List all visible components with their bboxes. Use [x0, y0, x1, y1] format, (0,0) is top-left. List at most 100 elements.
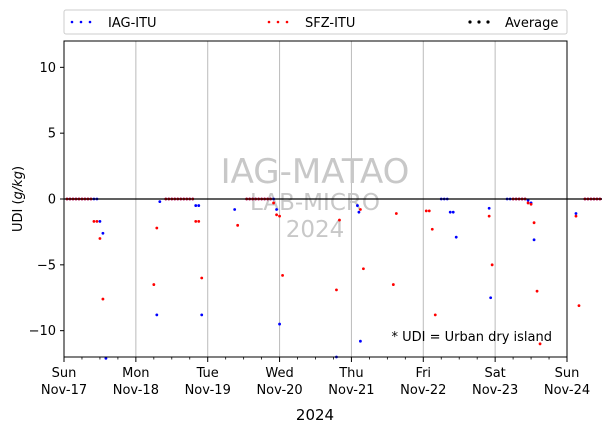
x-tick-label-nov-18: Nov-18	[113, 383, 159, 398]
point-sfz-itu	[155, 226, 159, 230]
point-sfz-itu	[197, 219, 201, 223]
legend-dot	[267, 20, 271, 24]
legend-dot	[276, 20, 280, 24]
y-axis-label-unit: g/kg	[11, 171, 26, 199]
y-tick-label-4: 10	[39, 61, 56, 76]
point-sfz-itu	[427, 209, 431, 213]
point-sfz-itu	[362, 267, 365, 271]
point-sfz-itu	[272, 201, 275, 205]
point-sfz-itu	[194, 219, 198, 223]
x-tick-day-nov-18: Mon	[122, 366, 149, 381]
x-axis: Sun Nov-17 Mon Nov-18 Tue Nov-19 Wed Nov-20 Thu N…	[41, 357, 590, 398]
legend-entry-sfz-itu: SFZ-ITU	[267, 16, 355, 31]
point-sfz-itu	[574, 214, 578, 218]
legend-entry-iag-itu: IAG-ITU	[70, 16, 157, 31]
legend-dot	[88, 20, 92, 24]
point-iag-itu	[574, 212, 578, 215]
point-iag-itu	[197, 204, 201, 207]
legend: IAG-ITU SFZ-ITU Average	[63, 9, 568, 35]
y-axis-label: UDI (g/kg)	[11, 166, 26, 232]
point-iag-itu	[233, 208, 237, 211]
point-sfz-itu	[281, 273, 284, 277]
x-tick-day-nov-22: Fri	[416, 366, 432, 381]
legend-marker-average	[468, 20, 490, 24]
point-sfz-itu	[236, 223, 240, 227]
point-iag-itu	[158, 200, 162, 204]
point-iag-itu	[489, 296, 493, 300]
x-axis-label: 2024	[296, 406, 334, 424]
point-iag-itu	[101, 231, 105, 235]
point-iag-itu	[448, 210, 452, 214]
point-iag-itu	[359, 339, 362, 343]
point-sfz-itu	[278, 214, 281, 218]
point-sfz-itu	[529, 202, 533, 206]
point-iag-itu	[487, 206, 491, 210]
watermark-line-3: 2024	[286, 217, 345, 243]
point-sfz-itu	[359, 208, 362, 211]
legend-frame	[63, 9, 568, 35]
legend-dot	[486, 20, 490, 24]
point-sfz-itu	[490, 263, 494, 267]
x-tick-day-nov-17: Sun	[52, 366, 77, 381]
x-tick-label-nov-24: Nov-24	[544, 383, 590, 398]
y-axis-label-pre: UDI (	[11, 199, 26, 232]
legend-label-sfz-itu: SFZ-ITU	[305, 16, 355, 31]
point-sfz-itu	[487, 214, 491, 218]
x-tick-day-nov-20: Wed	[265, 366, 293, 381]
series-layer	[64, 197, 602, 360]
plot-area: IAG-MATAO LAB-MICRO 2024 * UDI = Urban d…	[63, 40, 602, 360]
point-sfz-itu	[101, 297, 105, 301]
point-sfz-itu	[430, 227, 434, 231]
legend-label-iag-itu: IAG-ITU	[108, 16, 157, 31]
point-iag-itu	[278, 322, 281, 326]
legend-dot	[70, 20, 74, 24]
legend-label-average: Average	[505, 16, 558, 31]
legend-marker-iag-itu	[70, 20, 92, 24]
legend-marker-sfz-itu	[267, 20, 289, 24]
x-tick-label-nov-23: Nov-23	[472, 383, 518, 398]
x-tick-label-nov-21: Nov-21	[328, 383, 374, 398]
point-sfz-itu	[95, 219, 99, 223]
point-iag-itu	[356, 204, 359, 207]
y-tick-label-1: −5	[37, 258, 56, 273]
point-iag-itu	[155, 313, 159, 317]
legend-dot	[79, 20, 83, 24]
point-sfz-itu	[200, 276, 204, 280]
y-axis: −10 −5 0 5 10	[29, 61, 64, 339]
y-tick-label-2: 0	[48, 193, 56, 208]
point-iag-itu	[104, 356, 108, 360]
point-sfz-itu	[92, 219, 96, 223]
point-sfz-itu	[338, 218, 341, 222]
x-tick-label-nov-22: Nov-22	[400, 383, 446, 398]
x-tick-day-nov-23: Sat	[484, 366, 505, 381]
point-sfz-itu	[152, 283, 156, 286]
point-sfz-itu	[394, 212, 398, 215]
watermark: IAG-MATAO LAB-MICRO 2024	[221, 152, 410, 243]
legend-dot	[468, 20, 472, 24]
point-sfz-itu	[335, 288, 338, 292]
x-tick-day-nov-19: Tue	[196, 366, 219, 381]
legend-dot	[477, 20, 481, 24]
x-tick-label-nov-20: Nov-20	[256, 383, 302, 398]
point-iag-itu	[98, 219, 102, 223]
legend-entry-average: Average	[468, 16, 558, 31]
point-sfz-itu	[98, 237, 102, 240]
point-sfz-itu	[538, 342, 542, 346]
y-tick-label-0: −10	[29, 324, 56, 339]
point-iag-itu	[454, 235, 458, 239]
point-sfz-itu	[433, 313, 437, 317]
point-sfz-itu	[391, 283, 395, 286]
x-tick-day-nov-21: Thu	[338, 366, 363, 381]
legend-dot	[285, 20, 289, 24]
point-sfz-itu	[275, 213, 278, 217]
x-tick-label-nov-19: Nov-19	[185, 383, 231, 398]
point-sfz-itu	[526, 201, 530, 205]
point-iag-itu	[357, 210, 361, 214]
point-sfz-itu	[577, 304, 581, 308]
point-iag-itu	[451, 210, 455, 214]
annotation: * UDI = Urban dry island	[392, 330, 552, 345]
point-sfz-itu	[535, 289, 539, 293]
point-iag-itu	[194, 204, 198, 207]
point-iag-itu	[275, 208, 278, 211]
watermark-line-2: LAB-MICRO	[250, 190, 380, 216]
